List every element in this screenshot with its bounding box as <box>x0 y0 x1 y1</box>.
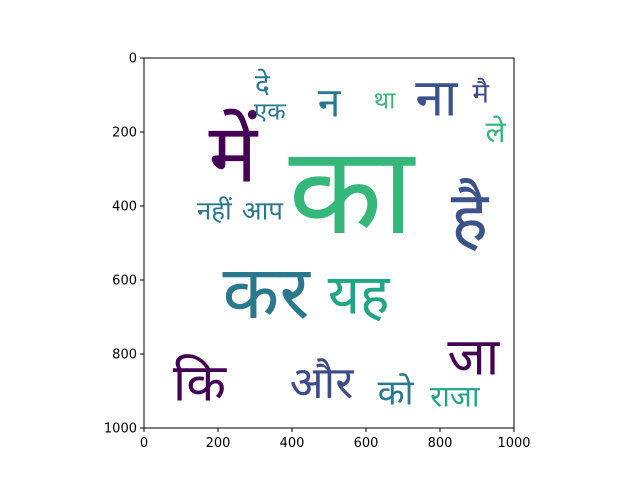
plot-frame <box>143 57 515 429</box>
word-7: और <box>290 358 354 409</box>
word-0: का <box>289 120 417 262</box>
x-tick-label-4: 800 <box>428 436 453 451</box>
word-18: न <box>318 78 342 126</box>
word-11: आप <box>242 197 284 227</box>
word-9: राजा <box>430 380 481 414</box>
y-tick-label-1: 200 <box>112 126 137 141</box>
word-12: एक <box>254 98 286 126</box>
word-2: में <box>208 107 258 202</box>
word-8: को <box>378 372 415 413</box>
word-13: दे <box>255 67 271 100</box>
word-1: कर <box>223 250 312 336</box>
word-14: था <box>374 87 396 115</box>
word-3: है <box>451 176 490 258</box>
words-layer: काकर में है यह जा कि और को राजा नहीं आप एकदे था ले मै न… <box>173 67 507 413</box>
word-17: ना <box>415 69 459 129</box>
word-5: जा <box>447 328 500 388</box>
x-tick-label-1: 200 <box>206 436 231 451</box>
word-15: ले <box>485 115 506 149</box>
plot-area <box>144 58 514 428</box>
y-tick-label-0: 0 <box>129 52 137 67</box>
x-tick-label-5: 1000 <box>497 436 530 451</box>
x-tick-label-0: 0 <box>140 436 148 451</box>
x-tick-label-2: 400 <box>280 436 305 451</box>
word-6: कि <box>173 354 227 414</box>
y-tick-label-2: 400 <box>112 200 137 215</box>
y-tick-label-3: 600 <box>112 274 137 289</box>
word-16: मै <box>472 77 490 110</box>
y-tick-label-4: 800 <box>112 348 137 363</box>
x-tick-label-3: 600 <box>354 436 379 451</box>
y-tick-label-5: 1000 <box>104 422 137 437</box>
word-10: नहीं <box>197 196 233 227</box>
x-axis: 0 200 400 600 800 1000 <box>140 428 531 451</box>
y-axis: 0 200 400 600 800 1000 <box>104 52 144 437</box>
word-4: यह <box>328 262 391 327</box>
